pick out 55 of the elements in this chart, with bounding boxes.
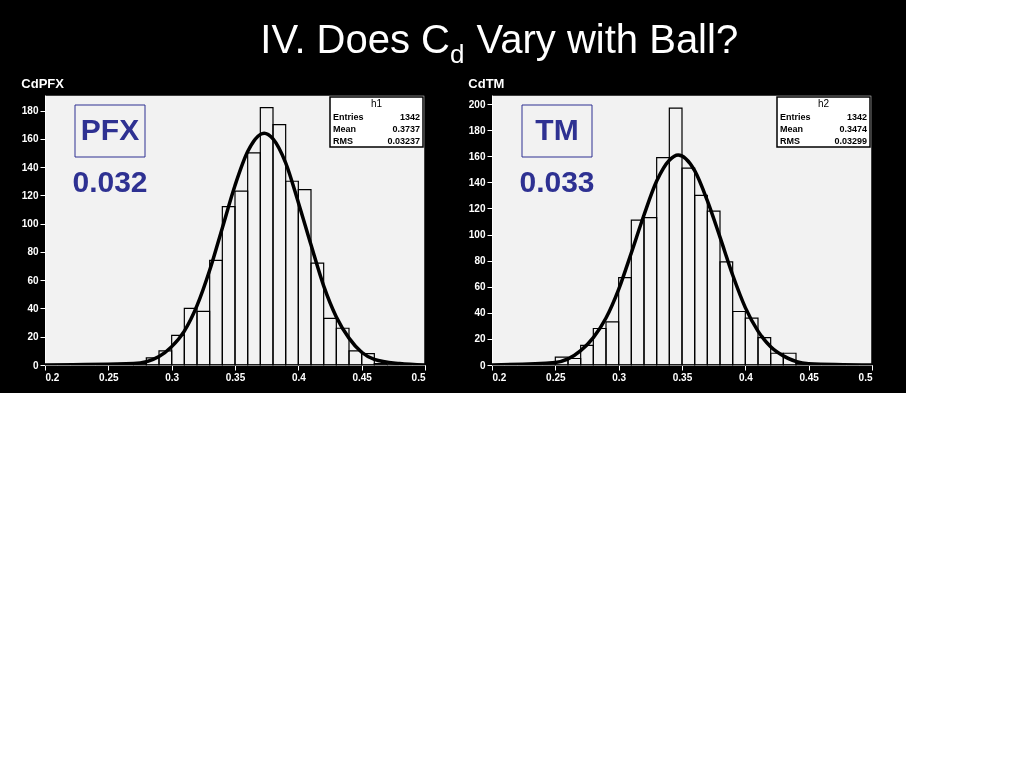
x-tick-label: 0.35 [225, 371, 246, 383]
annotation: PFX [80, 113, 140, 146]
annotation: Entries [780, 112, 811, 122]
x-tick-label: 0.5 [858, 371, 873, 383]
y-tick-label: 0 [479, 359, 486, 371]
annotation: 1342 [846, 112, 867, 122]
annotation: Mean [780, 124, 804, 134]
annotation: 0.03237 [387, 136, 420, 146]
y-tick-label: 140 [21, 161, 39, 173]
annotation: TM [535, 113, 579, 146]
x-tick-label: 0.45 [799, 371, 820, 383]
x-tick-label: 0.25 [546, 371, 566, 383]
annotation: 0.033 [519, 165, 595, 198]
x-tick-label: 0.3 [165, 371, 180, 383]
y-tick-label: 100 [21, 218, 39, 230]
annotation: Entries [333, 112, 364, 122]
y-tick-label: 20 [27, 331, 39, 343]
annotation: 1342 [399, 112, 420, 122]
annotation: 0.3737 [392, 124, 420, 134]
annotation: h1 [370, 98, 383, 109]
x-tick-label: 0.4 [738, 371, 754, 383]
annotation: 0.03299 [834, 136, 867, 146]
y-tick-label: 60 [27, 274, 39, 286]
x-tick-label: 0.25 [99, 371, 119, 383]
y-tick-label: 160 [468, 150, 486, 162]
annotation: h2 [817, 98, 830, 109]
y-tick-label: 60 [474, 281, 486, 293]
x-tick-label: 0.2 [492, 371, 507, 383]
y-tick-label: 20 [474, 333, 486, 345]
y-tick-label: 160 [21, 133, 39, 145]
annotation: 0.3474 [839, 124, 867, 134]
chart-title: CdTM [468, 76, 505, 91]
y-tick-label: 180 [21, 105, 39, 117]
x-tick-label: 0.35 [672, 371, 693, 383]
annotation: Mean [333, 124, 357, 134]
y-tick-label: 40 [27, 302, 39, 314]
x-tick-label: 0.3 [612, 371, 627, 383]
x-tick-label: 0.5 [411, 371, 426, 383]
y-tick-label: 0 [32, 359, 39, 371]
y-tick-label: 200 [468, 98, 486, 110]
x-tick-label: 0.2 [45, 371, 60, 383]
x-tick-label: 0.45 [352, 371, 373, 383]
annotation: RMS [780, 136, 800, 146]
y-tick-label: 80 [27, 246, 39, 258]
y-tick-label: 80 [474, 255, 486, 267]
y-tick-label: 120 [21, 189, 39, 201]
y-tick-label: 100 [468, 229, 486, 241]
y-tick-label: 180 [468, 124, 486, 136]
annotation: 0.032 [72, 165, 148, 198]
y-tick-label: 140 [468, 176, 486, 188]
chart-title: CdPFX [21, 76, 65, 91]
y-tick-label: 120 [468, 202, 486, 214]
y-tick-label: 40 [474, 307, 486, 319]
annotation: RMS [333, 136, 353, 146]
x-tick-label: 0.4 [291, 371, 307, 383]
